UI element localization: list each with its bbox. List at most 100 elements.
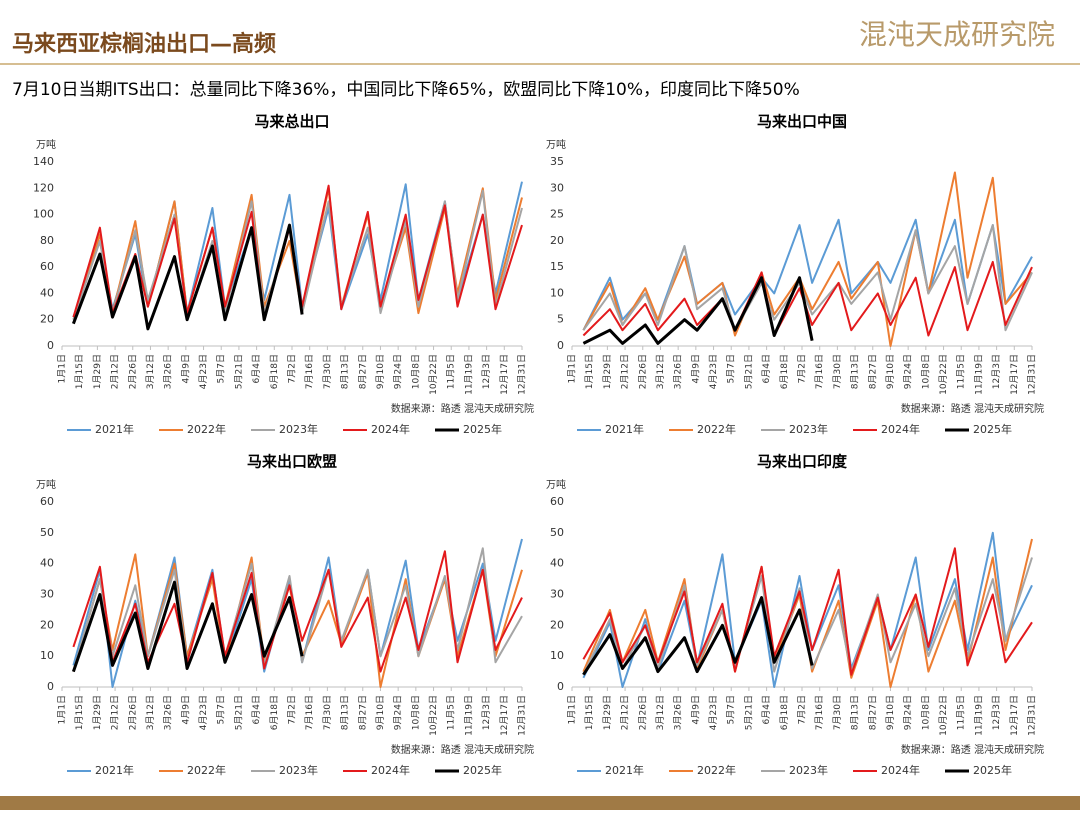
legend-label: 2021年 bbox=[95, 763, 134, 777]
legend-label: 2025年 bbox=[463, 422, 502, 436]
x-tick-label: 8月27日 bbox=[867, 695, 878, 730]
chart-title: 马来出口欧盟 bbox=[247, 453, 337, 471]
x-tick-label: 11月5日 bbox=[956, 354, 967, 389]
y-tick-label: 0 bbox=[557, 339, 564, 352]
x-tick-label: 3月26日 bbox=[163, 354, 174, 389]
legend-label: 2023年 bbox=[279, 422, 318, 436]
source-note: 数据来源：路透 混沌天成研究院 bbox=[901, 402, 1044, 415]
x-tick-label: 7月2日 bbox=[797, 354, 808, 383]
x-tick-label: 5月21日 bbox=[743, 354, 754, 389]
x-tick-label: 12月31日 bbox=[1027, 695, 1038, 736]
x-tick-label: 7月16日 bbox=[304, 354, 315, 389]
x-tick-label: 11月19日 bbox=[463, 354, 474, 395]
x-tick-label: 3月12日 bbox=[655, 695, 666, 730]
x-tick-label: 1月29日 bbox=[602, 695, 613, 730]
x-tick-label: 8月13日 bbox=[340, 695, 351, 730]
y-tick-label: 60 bbox=[40, 260, 54, 273]
x-tick-label: 1月15日 bbox=[584, 695, 595, 730]
x-tick-label: 1月1日 bbox=[57, 354, 68, 383]
legend-label: 2023年 bbox=[789, 763, 828, 777]
x-tick-label: 9月10日 bbox=[375, 354, 386, 389]
subtitle: 7月10日当期ITS出口：总量同比下降36%，中国同比下降65%，欧盟同比下降1… bbox=[12, 80, 800, 100]
x-tick-label: 4月9日 bbox=[690, 354, 701, 383]
x-tick-label: 10月8日 bbox=[920, 354, 931, 389]
x-tick-label: 9月10日 bbox=[375, 695, 386, 730]
x-tick-label: 5月21日 bbox=[743, 695, 754, 730]
series-line bbox=[72, 189, 523, 321]
x-tick-label: 5月7日 bbox=[726, 354, 737, 383]
chart-title: 马来出口印度 bbox=[757, 453, 848, 471]
logo: 混沌天成研究院 bbox=[859, 18, 1055, 51]
x-tick-label: 11月5日 bbox=[446, 695, 457, 730]
x-tick-label: 11月19日 bbox=[973, 695, 984, 736]
x-tick-label: 2月26日 bbox=[637, 354, 648, 389]
x-tick-label: 12月17日 bbox=[1009, 695, 1020, 736]
y-tick-label: 5 bbox=[557, 313, 564, 326]
x-tick-label: 2月26日 bbox=[127, 354, 138, 389]
x-tick-label: 7月30日 bbox=[832, 695, 843, 730]
x-tick-label: 11月19日 bbox=[463, 695, 474, 736]
y-tick-label: 30 bbox=[40, 588, 54, 601]
x-tick-label: 12月31日 bbox=[517, 354, 528, 395]
x-tick-label: 8月27日 bbox=[357, 695, 368, 730]
x-tick-label: 2月26日 bbox=[127, 695, 138, 730]
x-tick-label: 3月12日 bbox=[145, 695, 156, 730]
footer-bar bbox=[0, 796, 1080, 810]
x-tick-label: 3月26日 bbox=[673, 695, 684, 730]
legend-label: 2024年 bbox=[371, 763, 410, 777]
x-tick-label: 6月18日 bbox=[269, 354, 280, 389]
x-tick-label: 10月8日 bbox=[410, 695, 421, 730]
x-tick-label: 2月12日 bbox=[620, 695, 631, 730]
x-tick-label: 7月2日 bbox=[797, 695, 808, 724]
legend-label: 2022年 bbox=[187, 422, 226, 436]
x-tick-label: 3月26日 bbox=[673, 354, 684, 389]
x-tick-label: 9月10日 bbox=[885, 695, 896, 730]
x-tick-label: 10月8日 bbox=[410, 354, 421, 389]
x-tick-label: 9月24日 bbox=[393, 695, 404, 730]
x-tick-label: 6月4日 bbox=[251, 695, 262, 724]
y-tick-label: 35 bbox=[550, 155, 564, 168]
x-tick-label: 7月30日 bbox=[832, 354, 843, 389]
y-tick-label: 10 bbox=[550, 286, 564, 299]
legend-label: 2021年 bbox=[605, 422, 644, 436]
legend-label: 2025年 bbox=[463, 763, 502, 777]
legend-label: 2024年 bbox=[881, 422, 920, 436]
y-tick-label: 20 bbox=[40, 618, 54, 631]
legend-label: 2021年 bbox=[95, 422, 134, 436]
legend-label: 2021年 bbox=[605, 763, 644, 777]
x-tick-label: 4月23日 bbox=[198, 354, 209, 389]
x-tick-label: 9月24日 bbox=[393, 354, 404, 389]
x-tick-label: 10月22日 bbox=[428, 354, 439, 395]
legend-label: 2025年 bbox=[973, 422, 1012, 436]
chart-title: 马来总出口 bbox=[254, 113, 329, 131]
x-tick-label: 4月9日 bbox=[690, 695, 701, 724]
x-tick-label: 3月12日 bbox=[655, 354, 666, 389]
y-tick-label: 120 bbox=[33, 181, 54, 194]
x-tick-label: 12月3日 bbox=[481, 695, 492, 730]
x-tick-label: 2月12日 bbox=[620, 354, 631, 389]
legend-label: 2022年 bbox=[697, 422, 736, 436]
x-tick-label: 5月21日 bbox=[233, 695, 244, 730]
x-tick-label: 12月3日 bbox=[991, 695, 1002, 730]
series-line bbox=[72, 547, 523, 672]
x-tick-label: 2月12日 bbox=[110, 354, 121, 389]
x-tick-label: 12月31日 bbox=[1027, 354, 1038, 395]
series-line bbox=[582, 557, 1033, 676]
x-tick-label: 7月16日 bbox=[304, 695, 315, 730]
x-tick-label: 10月22日 bbox=[938, 354, 949, 395]
x-tick-label: 7月2日 bbox=[287, 354, 298, 383]
legend-label: 2022年 bbox=[697, 763, 736, 777]
page-title: 马来西亚棕榈油出口—高频 bbox=[12, 31, 276, 57]
x-tick-label: 12月17日 bbox=[499, 695, 510, 736]
x-tick-label: 6月18日 bbox=[269, 695, 280, 730]
x-tick-label: 4月9日 bbox=[180, 354, 191, 383]
x-tick-label: 4月23日 bbox=[198, 695, 209, 730]
y-tick-label: 40 bbox=[40, 557, 54, 570]
x-tick-label: 1月29日 bbox=[92, 695, 103, 730]
y-tick-label: 60 bbox=[40, 495, 54, 508]
legend-label: 2024年 bbox=[881, 763, 920, 777]
y-tick-label: 80 bbox=[40, 234, 54, 247]
x-tick-label: 8月27日 bbox=[867, 354, 878, 389]
x-tick-label: 1月1日 bbox=[567, 354, 578, 383]
x-tick-label: 6月4日 bbox=[761, 695, 772, 724]
